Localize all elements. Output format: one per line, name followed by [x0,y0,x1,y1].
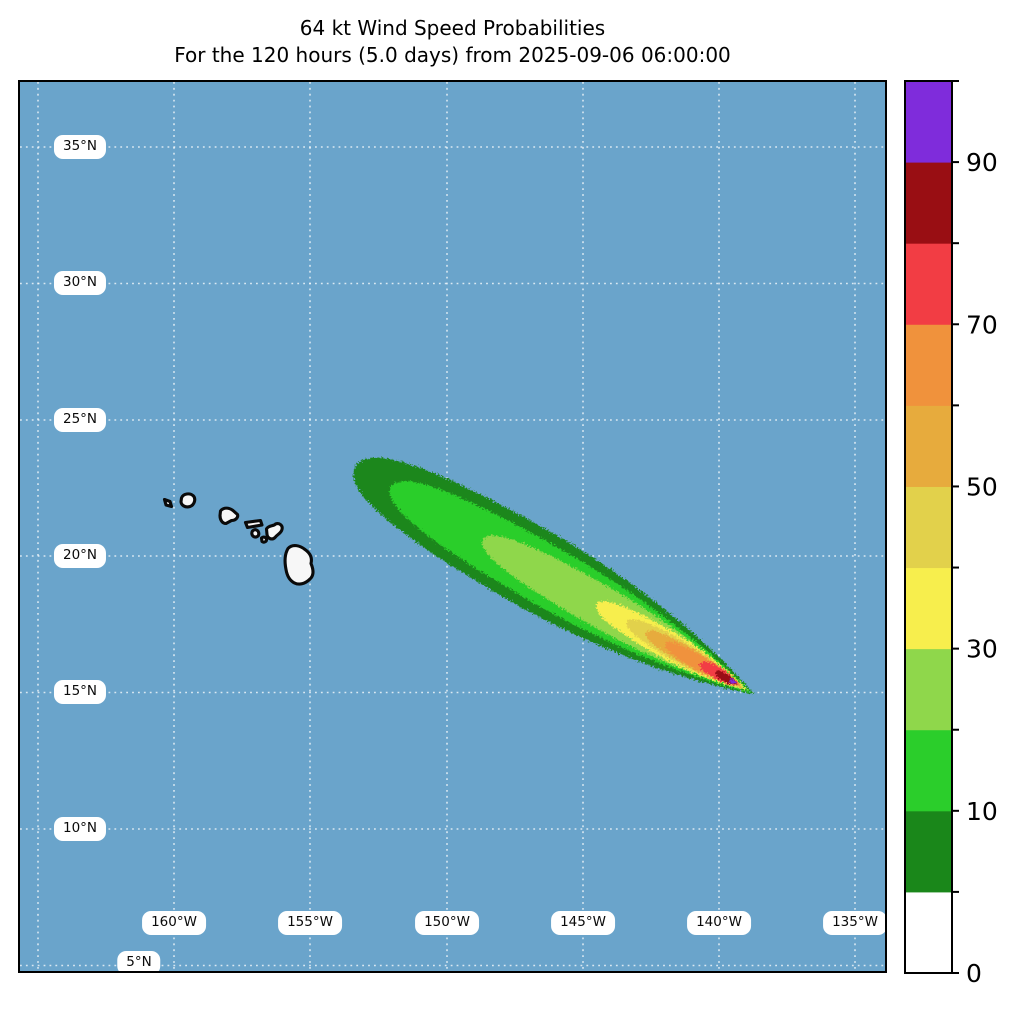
island-maui [264,522,284,541]
lat-label-15n: 15°N [53,680,107,704]
colorbar-segment-70pct [905,243,952,325]
island-kauai [179,492,197,509]
island-kahoolawe [259,535,269,544]
chart-title: 64 kt Wind Speed Probabilities [299,16,606,40]
colorbar-segment-30pct [905,567,952,650]
colorbar-tick-label: 0 [966,959,982,988]
colorbar-segment-10pct [905,729,952,812]
lat-label-10n: 10°N [53,817,107,841]
lon-label-160w: 160°W [142,911,206,935]
island-niihau [162,497,174,509]
island-lanai [250,528,261,539]
island-molokai [243,518,264,530]
colorbar-segment-5pct [905,810,952,893]
lon-label-135w: 135°W [823,911,887,935]
lon-label-145w: 145°W [551,911,615,935]
probability-swath [353,457,754,694]
colorbar: 0 10 30 50 70 90 [904,80,998,988]
plume-band-90pct [729,679,737,685]
colorbar-segment-80pct [905,162,952,244]
lon-label-150w: 150°W [415,911,479,935]
lat-label-30n: 30°N [53,271,107,295]
island-hawaii [283,544,315,586]
lat-label-35n: 35°N [53,135,107,159]
colorbar-tick-label: 10 [966,797,998,826]
lat-label-5n: 5°N [117,951,161,975]
colorbar-segment-20pct [905,648,952,731]
colorbar-frame [904,80,953,974]
colorbar-segment-50pct [905,405,952,487]
probability-bands [353,457,754,694]
lat-label-25n: 25°N [53,408,107,432]
colorbar-segment-40pct [905,486,952,569]
colorbar-tick-label: 30 [966,635,998,664]
lon-label-155w: 155°W [278,911,342,935]
lat-label-20n: 20°N [53,544,107,568]
chart-subtitle: For the 120 hours (5.0 days) from 2025-0… [174,43,731,67]
lon-label-140w: 140°W [687,911,751,935]
colorbar-tick-label: 70 [966,310,998,339]
colorbar-tick-label: 50 [966,472,998,501]
hawaiian-islands [162,492,315,586]
graticule [20,82,885,971]
colorbar-tick-label: 90 [966,148,998,177]
colorbar-segment-90pct [905,81,952,163]
colorbar-segment-0pct [905,891,952,974]
colorbar-segment-60pct [905,324,952,406]
island-oahu [218,506,240,526]
